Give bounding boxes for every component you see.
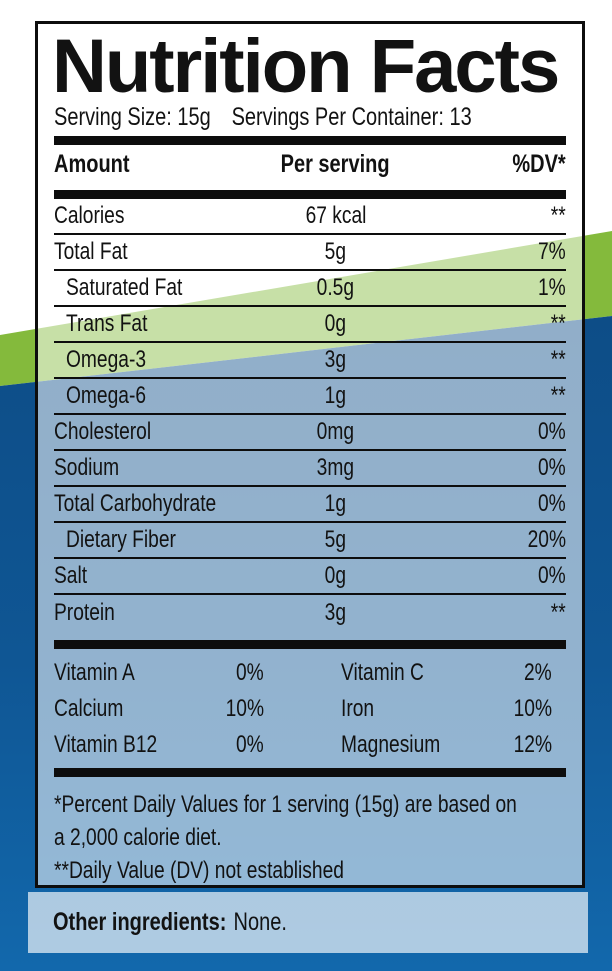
- nutrient-dv: 1%: [538, 273, 566, 301]
- table-row: Total Carbohydrate 1g 0%: [54, 487, 566, 523]
- nutrient-amount: 1g: [324, 489, 347, 517]
- thick-divider: [54, 135, 566, 145]
- micronutrient-value: 0%: [236, 658, 264, 686]
- other-ingredients-strip: Other ingredients: None.: [28, 892, 588, 953]
- footnote-line: **Daily Value (DV) not established: [54, 856, 344, 884]
- nutrient-amount: 0g: [324, 561, 347, 589]
- nutrient-dv: **: [551, 201, 566, 229]
- table-row: Omega-6 1g **: [54, 379, 566, 415]
- table-row: Protein 3g **: [54, 595, 566, 631]
- column-header-dv: %DV*: [512, 150, 566, 179]
- micronutrient-name: Vitamin C: [340, 658, 424, 686]
- footnotes: *Percent Daily Values for 1 serving (15g…: [54, 788, 566, 887]
- nutrient-dv: **: [551, 381, 566, 409]
- micronutrient-value: 10%: [225, 694, 264, 722]
- table-row: Calories 67 kcal **: [54, 199, 566, 235]
- table-row: Dietary Fiber 5g 20%: [54, 523, 566, 559]
- micronutrient-name: Magnesium: [340, 730, 440, 758]
- thick-divider: [54, 639, 566, 649]
- micronutrient-value: 12%: [513, 730, 552, 758]
- table-row: Saturated Fat 0.5g 1%: [54, 271, 566, 307]
- micronutrient-row: Calcium 10% Iron 10%: [54, 691, 566, 727]
- nutrient-amount: 0mg: [316, 417, 355, 445]
- micronutrient-value: 10%: [513, 694, 552, 722]
- micronutrient-name: Iron: [340, 694, 374, 722]
- other-ingredients-label: Other ingredients:: [53, 908, 227, 936]
- nutrient-amount: 3g: [324, 345, 347, 373]
- nutrient-amount: 5g: [324, 525, 347, 553]
- nutrient-dv: **: [551, 345, 566, 373]
- nutrient-table: Calories 67 kcal ** Total Fat 5g 7% Satu…: [54, 199, 566, 631]
- table-row: Trans Fat 0g **: [54, 307, 566, 343]
- nutrient-dv: 7%: [538, 237, 566, 265]
- nutrient-name: Omega-6: [66, 381, 147, 409]
- micronutrient-value: 0%: [236, 730, 264, 758]
- serving-info: Serving Size: 15g Servings Per Container:…: [54, 102, 566, 131]
- nutrition-label: Nutrition Facts Serving Size: 15g Serving…: [35, 21, 585, 888]
- nutrient-name: Saturated Fat: [66, 273, 183, 301]
- label-title: Nutrition Facts: [52, 24, 560, 109]
- nutrient-dv: **: [551, 598, 566, 626]
- other-ingredients-text: Other ingredients: None.: [53, 908, 287, 937]
- nutrient-name: Trans Fat: [66, 309, 148, 337]
- nutrient-amount: 1g: [324, 381, 347, 409]
- table-row: Total Fat 5g 7%: [54, 235, 566, 271]
- serving-size: Serving Size: 15g: [54, 102, 211, 131]
- footnote-line: a 2,000 calorie diet.: [54, 823, 222, 851]
- nutrient-name: Total Fat: [54, 237, 128, 265]
- nutrient-amount: 0.5g: [316, 273, 355, 301]
- nutrient-amount: 5g: [324, 237, 347, 265]
- nutrient-name: Total Carbohydrate: [54, 489, 217, 517]
- micronutrient-row: Vitamin A 0% Vitamin C 2%: [54, 655, 566, 691]
- nutrient-dv: **: [551, 309, 566, 337]
- nutrient-amount: 3g: [324, 598, 347, 626]
- column-header-per-serving: Per serving: [281, 150, 391, 179]
- table-header-row: Amount Per serving %DV*: [54, 145, 566, 185]
- nutrient-name: Cholesterol: [54, 417, 152, 445]
- nutrient-dv: 0%: [538, 561, 566, 589]
- other-ingredients-value: None.: [233, 908, 287, 936]
- nutrient-name: Protein: [54, 598, 115, 626]
- micronutrient-table: Vitamin A 0% Vitamin C 2% Calcium 10% Ir…: [54, 655, 566, 763]
- footnote-line: *Percent Daily Values for 1 serving (15g…: [54, 790, 517, 818]
- servings-per-container: Servings Per Container: 13: [231, 102, 472, 131]
- nutrient-dv: 0%: [538, 489, 566, 517]
- nutrient-amount: 3mg: [316, 453, 355, 481]
- micronutrient-row: Vitamin B12 0% Magnesium 12%: [54, 727, 566, 763]
- micronutrient-name: Calcium: [54, 694, 124, 722]
- thick-divider: [54, 189, 566, 199]
- table-row: Sodium 3mg 0%: [54, 451, 566, 487]
- table-row: Omega-3 3g **: [54, 343, 566, 379]
- nutrient-amount: 0g: [324, 309, 347, 337]
- nutrient-dv: 0%: [538, 453, 566, 481]
- micronutrient-value: 2%: [524, 658, 552, 686]
- nutrient-name: Calories: [54, 201, 125, 229]
- table-row: Salt 0g 0%: [54, 559, 566, 595]
- thick-divider: [54, 767, 566, 777]
- nutrient-name: Omega-3: [66, 345, 147, 373]
- table-row: Cholesterol 0mg 0%: [54, 415, 566, 451]
- nutrient-name: Sodium: [54, 453, 120, 481]
- nutrient-amount: 67 kcal: [305, 201, 367, 229]
- micronutrient-name: Vitamin A: [54, 658, 135, 686]
- nutrient-dv: 0%: [538, 417, 566, 445]
- nutrient-name: Dietary Fiber: [66, 525, 176, 553]
- nutrient-dv: 20%: [527, 525, 566, 553]
- column-header-amount: Amount: [54, 150, 130, 179]
- nutrient-name: Salt: [54, 561, 88, 589]
- micronutrient-name: Vitamin B12: [54, 730, 158, 758]
